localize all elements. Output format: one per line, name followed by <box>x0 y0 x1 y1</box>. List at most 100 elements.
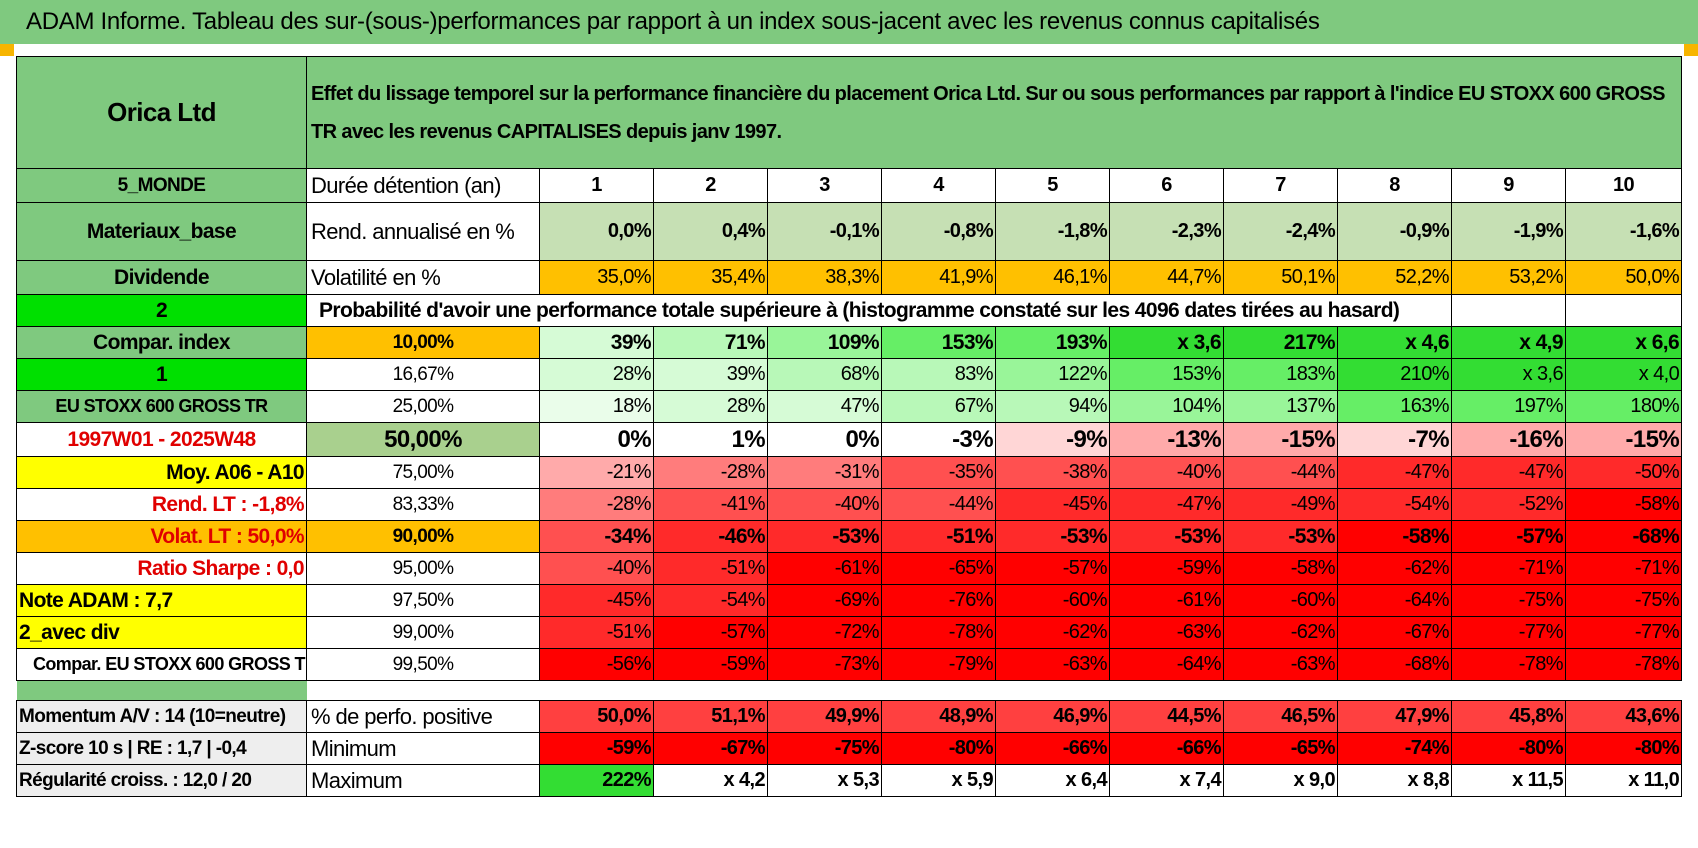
prob-value: -47% <box>1337 456 1452 489</box>
year-cell: 1 <box>539 168 654 203</box>
prob-value: 28% <box>653 390 768 423</box>
prob-value: -45% <box>539 584 654 617</box>
prob-value: 109% <box>767 326 882 359</box>
rend-value: -1,8% <box>995 202 1110 261</box>
resize-handle-left[interactable] <box>0 44 14 56</box>
table-row: Momentum A/V : 14 (10=neutre)% de perfo.… <box>16 700 1683 733</box>
min-value: -66% <box>1109 732 1224 765</box>
vol-value: 46,1% <box>995 260 1110 295</box>
prob-value: 67% <box>881 390 996 423</box>
prob-value: -45% <box>995 488 1110 521</box>
rend-value: -0,1% <box>767 202 882 261</box>
regularite-label: Régularité croiss. : 12,0 / 20 <box>16 764 307 797</box>
vol-label: Volatilité en % <box>306 260 540 295</box>
year-cell: 9 <box>1451 168 1566 203</box>
prob-value: 68% <box>767 358 882 391</box>
percentile-cell: 95,00% <box>306 552 540 585</box>
year-cell: 3 <box>767 168 882 203</box>
resize-handle-right[interactable] <box>1684 44 1698 56</box>
prob-value: -59% <box>653 648 768 681</box>
min-label: Minimum <box>306 732 540 765</box>
max-value: x 8,8 <box>1337 764 1452 797</box>
year-cell: 2 <box>653 168 768 203</box>
max-value: x 5,9 <box>881 764 996 797</box>
prob-value: -49% <box>1223 488 1338 521</box>
table-row: 1997W01 - 2025W48 50,00% 0% 1% 0% -3% -9% -13% -… <box>16 422 1683 457</box>
table-row: Ratio Sharpe : 0,0 95,00% -40% -51% -61% -65%… <box>16 552 1683 585</box>
prob-value: 197% <box>1451 390 1566 423</box>
prob-value: -16% <box>1451 422 1566 457</box>
prob-value: -68% <box>1564 520 1683 553</box>
percentile-cell: 99,00% <box>306 616 540 649</box>
table-row: 2_avec div 99,00% -51% -57% -72% -78% -62% -63%… <box>16 616 1683 649</box>
param-2-cell[interactable]: 2 <box>16 294 307 327</box>
company-name: Orica Ltd <box>16 56 307 169</box>
prob-value: 28% <box>539 358 654 391</box>
percentile-cell: 99,50% <box>306 648 540 681</box>
prob-value: -62% <box>995 616 1110 649</box>
prob-value: -31% <box>767 456 882 489</box>
prob-value: -60% <box>995 584 1110 617</box>
table-row: Régularité croiss. : 12,0 / 20 Maximum 222… <box>16 764 1683 797</box>
prob-value: -62% <box>1223 616 1338 649</box>
prob-value: 153% <box>881 326 996 359</box>
prob-value: -53% <box>1109 520 1224 553</box>
year-cell: 7 <box>1223 168 1338 203</box>
prob-value: 210% <box>1337 358 1452 391</box>
prob-value: 104% <box>1109 390 1224 423</box>
prob-value: -38% <box>995 456 1110 489</box>
percentile-cell: 97,50% <box>306 584 540 617</box>
rend-value: -0,9% <box>1337 202 1452 261</box>
min-value: -80% <box>1564 732 1683 765</box>
prob-value: -54% <box>1337 488 1452 521</box>
rend-value: -1,6% <box>1564 202 1683 261</box>
vol-value: 52,2% <box>1337 260 1452 295</box>
percentile-cell: 83,33% <box>306 488 540 521</box>
table-row: Note ADAM : 7,7 97,50% -45% -54% -69% -76% -60… <box>16 584 1683 617</box>
prob-value: -73% <box>767 648 882 681</box>
table-row: EU STOXX 600 GROSS TR 25,00% 18% 28% 47% 67% 9… <box>16 390 1683 423</box>
prob-value: -15% <box>1223 422 1338 457</box>
prob-value: -40% <box>539 552 654 585</box>
prob-value: x 3,6 <box>1109 326 1224 359</box>
volat-lt-label: Volat. LT : 50,0% <box>16 520 307 553</box>
prob-value: -76% <box>881 584 996 617</box>
percentile-cell: 25,00% <box>306 390 540 423</box>
percentile-cell: 10,00% <box>306 326 540 359</box>
prob-value: -28% <box>653 456 768 489</box>
pos-value: 44,5% <box>1109 700 1224 733</box>
min-value: -65% <box>1223 732 1338 765</box>
percentile-cell: 16,67% <box>306 358 540 391</box>
percentile-cell: 90,00% <box>306 520 540 553</box>
table-row: Z-score 10 s | RE : 1,7 | -0,4 Minimum -59… <box>16 732 1683 765</box>
table-row: Compar. EU STOXX 600 GROSS TR 99,50% -56% -… <box>16 648 1683 681</box>
prob-value: 217% <box>1223 326 1338 359</box>
prob-value: x 3,6 <box>1451 358 1566 391</box>
max-value: 222% <box>539 764 654 797</box>
prob-value: -57% <box>653 616 768 649</box>
min-value: -74% <box>1337 732 1452 765</box>
param-1-cell[interactable]: 1 <box>16 358 307 391</box>
prob-value: 180% <box>1564 390 1683 423</box>
pos-label: % de perfo. positive <box>306 700 540 733</box>
table-row: Rend. LT : -1,8% 83,33% -28% -41% -40% -44% -4… <box>16 488 1683 521</box>
prob-value: -71% <box>1564 552 1683 585</box>
compar-index-label: Compar. index <box>16 326 307 359</box>
sharpe-label: Ratio Sharpe : 0,0 <box>16 552 307 585</box>
pos-value: 47,9% <box>1337 700 1452 733</box>
rend-value: -0,8% <box>881 202 996 261</box>
prob-value: -61% <box>1109 584 1224 617</box>
pos-value: 48,9% <box>881 700 996 733</box>
year-cell: 8 <box>1337 168 1452 203</box>
prob-value: 71% <box>653 326 768 359</box>
prob-value: -9% <box>995 422 1110 457</box>
pos-value: 50,0% <box>539 700 654 733</box>
prob-value: -35% <box>881 456 996 489</box>
table-row: 1 16,67% 28% 39% 68% 83% 122% 153% 183% 210% x 3,6… <box>16 358 1683 391</box>
report-title: ADAM Informe. Tableau des sur-(sous-)per… <box>0 0 1698 44</box>
spacer-cell <box>16 680 307 701</box>
max-label: Maximum <box>306 764 540 797</box>
prob-value: -62% <box>1337 552 1452 585</box>
sector-label: Materiaux_base <box>16 202 307 261</box>
max-value: x 6,4 <box>995 764 1110 797</box>
